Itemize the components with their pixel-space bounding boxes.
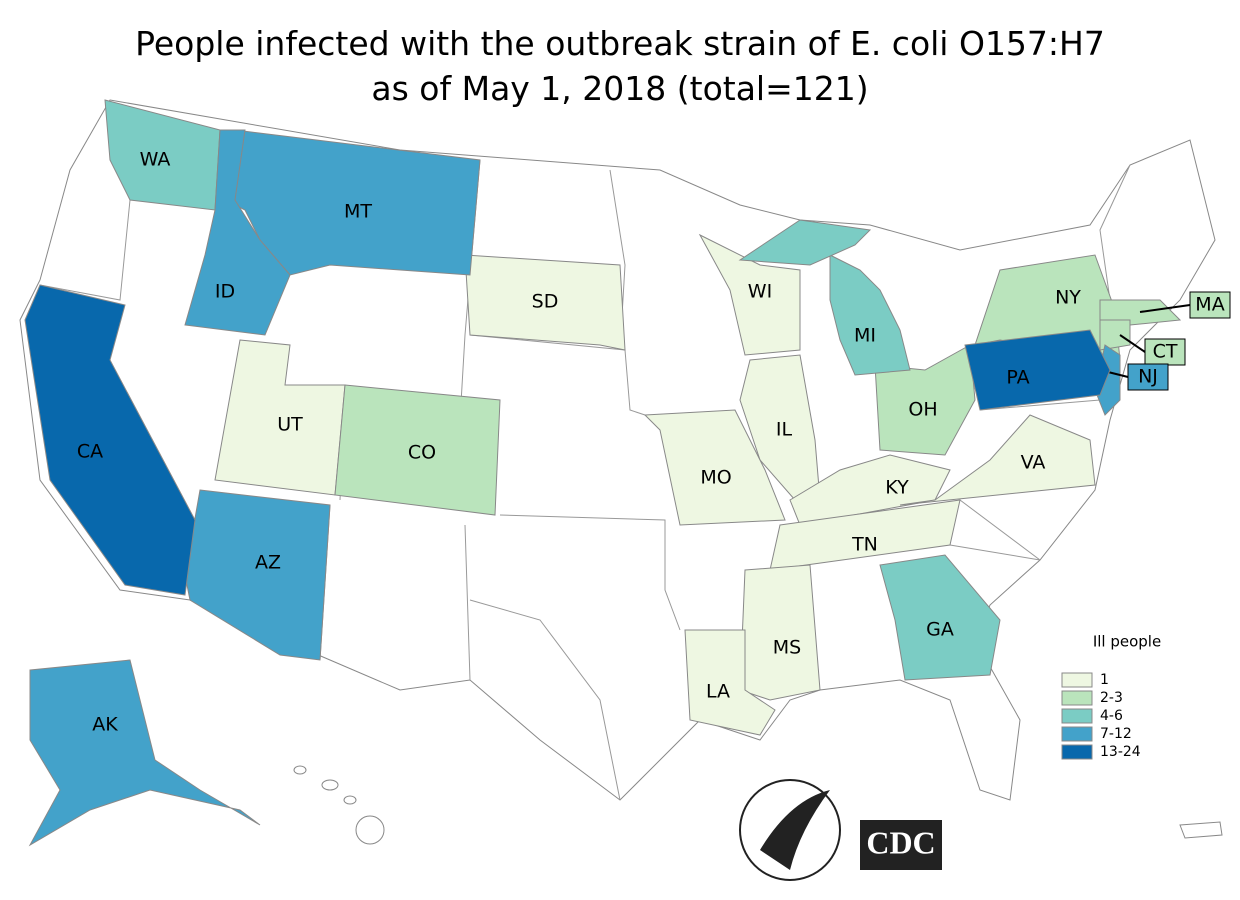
legend-swatch — [1061, 690, 1093, 706]
state-label: NY — [1055, 287, 1081, 309]
state-label: MI — [854, 325, 876, 347]
state — [184, 129, 291, 336]
state — [643, 409, 786, 526]
state-label: WA — [140, 149, 171, 171]
state-label: AK — [92, 714, 118, 736]
hawaii — [293, 765, 1223, 845]
state-label: KY — [885, 477, 909, 499]
state-label: WI — [748, 281, 772, 303]
legend-label: 1 — [1100, 672, 1109, 688]
state-label: NJ — [1138, 366, 1158, 388]
state — [964, 329, 1111, 411]
callout-line — [1139, 304, 1191, 313]
state — [334, 384, 501, 516]
state — [1099, 319, 1131, 351]
callout-line — [1119, 334, 1146, 353]
legend-swatch — [1061, 672, 1093, 688]
state-label: MA — [1195, 294, 1224, 316]
state-label: CT — [1153, 341, 1178, 363]
state — [684, 629, 776, 736]
state-label: MT — [344, 201, 372, 223]
state — [464, 254, 626, 351]
state-label: MO — [700, 467, 731, 489]
state-label: GA — [926, 619, 954, 641]
title-line: People infected with the outbreak strain… — [135, 24, 1105, 63]
state — [698, 233, 801, 356]
state-label: UT — [277, 414, 303, 436]
legend-label: 7-12 — [1100, 726, 1132, 742]
callout-line — [1107, 371, 1129, 378]
state — [879, 554, 1001, 681]
state — [104, 99, 221, 211]
state — [874, 344, 976, 456]
state-label: OH — [908, 399, 937, 421]
state-label: PA — [1006, 367, 1029, 389]
callout-box — [1127, 363, 1169, 391]
legend-label: 13-24 — [1100, 744, 1141, 760]
state-label: TN — [851, 534, 878, 556]
legend-title: Ill people — [1093, 633, 1161, 651]
state-label: VA — [1021, 452, 1046, 474]
callout-box — [1144, 338, 1186, 366]
legend-swatch — [1061, 744, 1093, 760]
state-label: CA — [77, 441, 103, 463]
state — [24, 284, 196, 596]
state-label: LA — [706, 681, 730, 703]
state-label: SD — [532, 291, 559, 313]
cdc-logo-text: CDC — [866, 824, 935, 860]
state-label: CO — [408, 442, 436, 464]
legend-label: 4-6 — [1100, 708, 1123, 724]
state — [28, 659, 261, 847]
callout-box — [1189, 291, 1231, 319]
state-label: MS — [773, 637, 801, 659]
state-label: ID — [215, 281, 235, 303]
state-label: AZ — [255, 552, 281, 574]
state — [829, 254, 911, 376]
legend-swatch — [1061, 726, 1093, 742]
state — [899, 414, 1096, 506]
state — [769, 499, 961, 571]
state — [738, 219, 872, 266]
title-line: as of May 1, 2018 (total=121) — [371, 69, 868, 108]
state — [1099, 299, 1182, 326]
state — [739, 564, 821, 701]
state — [184, 489, 331, 661]
state-label: IL — [776, 419, 793, 441]
legend-swatch — [1061, 708, 1093, 724]
cdc-logo: CDC — [860, 820, 942, 870]
hhs-logo — [739, 779, 841, 881]
legend-label: 2-3 — [1100, 690, 1123, 706]
